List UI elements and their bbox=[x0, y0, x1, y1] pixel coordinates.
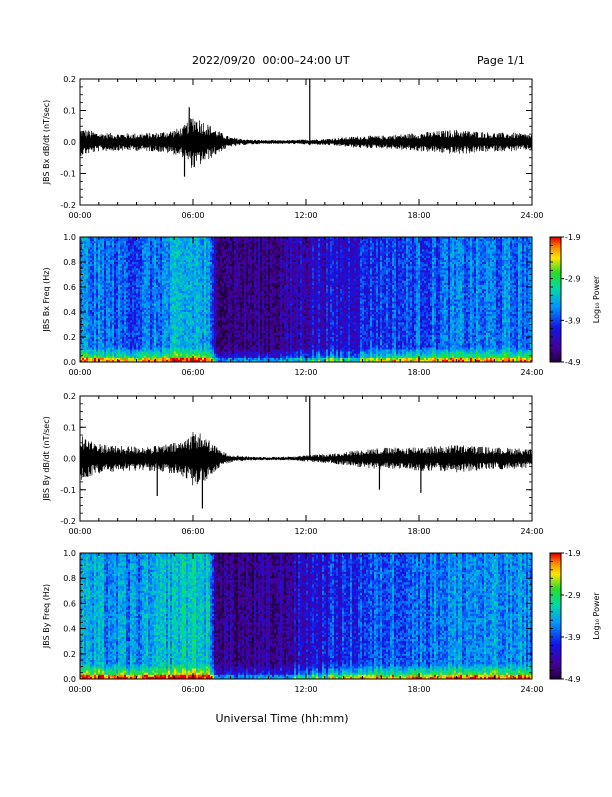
page-number: Page 1/1 bbox=[477, 54, 525, 67]
x-tick-label: 06:00 bbox=[181, 211, 204, 220]
y-tick-label: 0.1 bbox=[63, 107, 76, 116]
page-title: 2022/09/20 00:00–24:00 UT bbox=[192, 54, 350, 67]
bx-dbdt-panel: 00:00 06:00 12:00 18:00 24:00 0.2 0.1 0.0 -0.1 -0… bbox=[42, 75, 544, 220]
y-tick-label: -0.1 bbox=[60, 170, 76, 179]
x-tick-label: 18:00 bbox=[407, 211, 430, 220]
y-axis-label: JBS Bx dB/dt (nT/sec) bbox=[42, 100, 51, 186]
y-tick-label: 0.0 bbox=[63, 138, 76, 147]
x-tick-label: 24:00 bbox=[520, 211, 543, 220]
signal-trace bbox=[80, 118, 532, 168]
x-tick-label: 00:00 bbox=[68, 211, 91, 220]
x-tick-label: 12:00 bbox=[294, 211, 317, 220]
y-tick-label: -0.2 bbox=[60, 201, 76, 210]
y-tick-label: 0.2 bbox=[63, 75, 76, 84]
